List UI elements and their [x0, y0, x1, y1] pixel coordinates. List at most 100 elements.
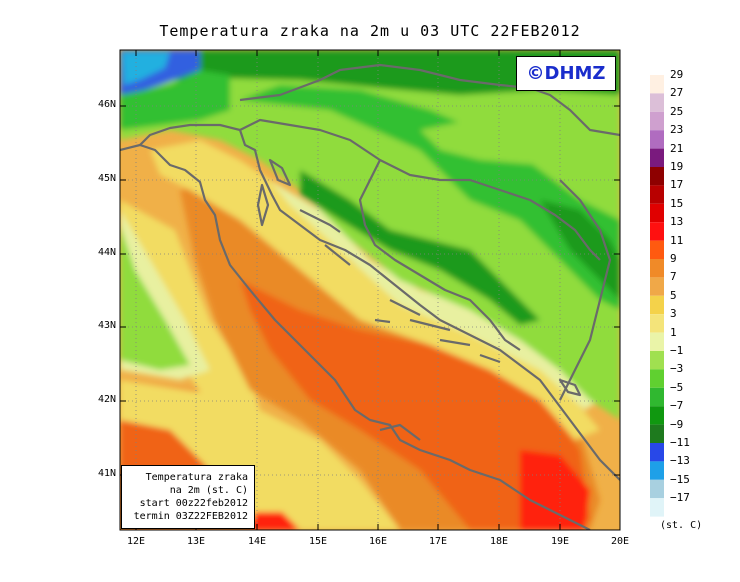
info-box: Temperatura zraka na 2m (st. C) start 00… [121, 465, 255, 529]
island-pag [299, 209, 341, 233]
lon-label: 18E [489, 536, 509, 547]
legend-swatch [650, 93, 664, 112]
legend-label: −9 [670, 417, 684, 431]
legend-label: −13 [670, 454, 690, 468]
italy-coast [120, 143, 591, 530]
legend-swatch [650, 351, 664, 370]
graticule [120, 50, 620, 530]
legend-swatch [650, 277, 664, 296]
legend-swatch [650, 259, 664, 278]
field-yellow-coast [150, 140, 600, 440]
lat-label: 42N [97, 394, 116, 405]
border-croatia-north [239, 118, 601, 261]
legend-swatch [650, 387, 664, 407]
island-krk [268, 158, 292, 187]
legend-label: −7 [670, 399, 684, 413]
field-darkorange-center [240, 280, 590, 530]
lon-label: 13E [186, 536, 206, 547]
island-cres [256, 183, 270, 227]
legend-swatch [650, 443, 664, 462]
island-hvar [409, 318, 451, 332]
legend-swatch [650, 332, 664, 351]
balkan-coast [139, 123, 620, 481]
legend-label: 3 [670, 307, 677, 321]
legend-label: 1 [670, 325, 677, 339]
lat-label: 41N [97, 468, 116, 479]
coastline [120, 63, 620, 530]
legend-label: −1 [670, 344, 684, 357]
legend-label: 5 [670, 288, 677, 302]
lon-label: 17E [428, 536, 448, 547]
legend-swatch [650, 314, 664, 333]
lon-label: 19E [550, 536, 570, 547]
legend-swatch [650, 185, 664, 204]
legend-swatch [650, 369, 664, 388]
legend-swatch [650, 461, 664, 480]
legend-label: 27 [670, 86, 684, 100]
legend-unit: (st. C) [660, 520, 703, 531]
island-korcula [439, 338, 471, 347]
lake-scutari [558, 378, 582, 397]
lon-label: 20E [610, 536, 630, 547]
legend-swatch [650, 240, 664, 259]
legend-label: 9 [670, 252, 677, 265]
legend-swatch [650, 130, 664, 149]
legend-swatch [650, 203, 664, 223]
island-vis [374, 318, 391, 324]
legend-swatch [650, 111, 664, 131]
legend-label: 23 [670, 123, 684, 137]
info-line-2: na 2m (st. C) [169, 485, 248, 496]
legend-swatch [650, 295, 664, 315]
temperature-field [120, 50, 620, 530]
island-brac [389, 299, 421, 316]
axis-ticks [120, 50, 621, 530]
field-green-west [120, 225, 190, 370]
border-east [559, 179, 612, 401]
info-line-3: start 00z22feb2012 [139, 498, 248, 509]
legend-color-bar [650, 75, 664, 517]
legend-label: −5 [670, 380, 684, 394]
legend-label: −17 [670, 491, 690, 505]
legend-swatch [650, 148, 664, 167]
field-red-se [520, 450, 590, 530]
island-dugi [324, 244, 351, 266]
border-north [239, 63, 620, 137]
legend-label: 7 [670, 270, 677, 284]
lon-label: 14E [247, 536, 267, 547]
legend-label: 13 [670, 215, 684, 229]
legend-label: −15 [670, 472, 690, 486]
legend-label: −11 [670, 436, 690, 449]
legend-label: 17 [670, 178, 684, 192]
legend-swatch [650, 167, 664, 186]
lat-label: 46N [97, 99, 116, 110]
legend-label: 19 [670, 160, 684, 173]
legend-swatch [650, 498, 664, 517]
legend-label: 15 [670, 196, 684, 210]
legend-swatch [650, 424, 664, 443]
legend-label: 29 [670, 68, 684, 81]
field-darkgreen-band [300, 170, 540, 325]
legend-label: −3 [670, 362, 684, 376]
lat-label: 45N [97, 173, 116, 184]
legend-label: 11 [670, 233, 684, 247]
info-line-4: termin 03Z22FEB2012 [133, 511, 248, 522]
legend-swatch [650, 479, 664, 499]
legend-swatch [650, 75, 664, 94]
lon-label: 12E [126, 536, 146, 547]
island-mljet [479, 353, 501, 364]
field-lightyellow-mid [200, 410, 400, 530]
field-darkgreen-east [540, 200, 620, 300]
legend-label: 25 [670, 104, 684, 118]
field-green-nw [120, 70, 230, 130]
legend-swatch [650, 406, 664, 425]
legend-label: 21 [670, 141, 684, 155]
lon-label: 16E [368, 536, 388, 547]
dhmz-logo: ©DHMZ [516, 56, 616, 91]
border-bosnia [358, 159, 521, 351]
italy-heel [379, 423, 421, 441]
info-line-1: Temperatura zraka [145, 472, 248, 483]
lon-label: 15E [308, 536, 328, 547]
field-cyan-nw [122, 52, 170, 85]
plot-frame [119, 49, 621, 531]
